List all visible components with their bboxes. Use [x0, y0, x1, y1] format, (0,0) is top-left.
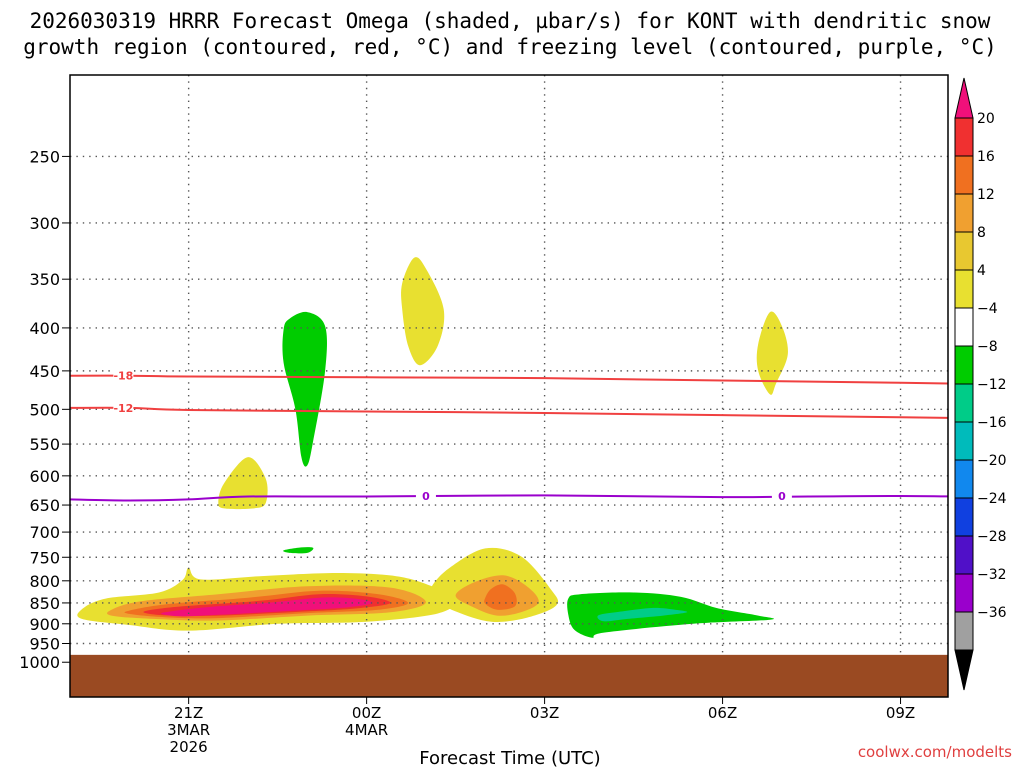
- x-tick-label: 06Z: [708, 704, 737, 722]
- omega-green-small: [283, 547, 314, 554]
- colorbar-label: −16: [977, 415, 1007, 431]
- colorbar-label: 20: [977, 111, 995, 127]
- credit-link[interactable]: coolwx.com/modelts: [858, 743, 1012, 761]
- chart-title-line1: 2026030319 HRRR Forecast Omega (shaded, …: [30, 9, 991, 33]
- grid-lines: [70, 75, 948, 655]
- omega-teal-lower: [597, 607, 688, 622]
- y-tick-label: 250: [29, 147, 60, 166]
- x-tick-label: 21Z: [174, 704, 203, 722]
- colorbar-label: −32: [977, 567, 1007, 583]
- y-tick-label: 350: [29, 270, 60, 289]
- colorbar-swatch: [954, 345, 974, 385]
- omega-yellow-upper-left: [218, 457, 268, 510]
- colorbar-swatch: [954, 193, 974, 233]
- contour-lines: -18 -12 0 0: [70, 369, 948, 503]
- y-tick-label: 450: [29, 362, 60, 381]
- y-tick-label: 500: [29, 400, 60, 419]
- omega-yellow-upper-mid: [401, 257, 445, 366]
- dgz-minus18-label-bg: [113, 369, 134, 382]
- colorbar-label: −12: [977, 377, 1007, 393]
- colorbar: 20 16 12 8 4 −4 −8 −12 −16 −20 −24 −28 −32 −36: [954, 77, 1007, 691]
- omega-green-lower: [567, 592, 775, 638]
- colorbar-bottom-arrow: [954, 649, 974, 691]
- colorbar-swatch: [954, 231, 974, 271]
- omega-darkorange-mid: [484, 584, 517, 610]
- chart-title-line2: growth region (contoured, red, °C) and f…: [23, 35, 997, 59]
- omega-shading: [77, 257, 788, 638]
- dgz-minus12-label-bg: [113, 401, 134, 414]
- y-tick-label: 700: [29, 523, 60, 542]
- y-tick-label: 300: [29, 214, 60, 233]
- y-tick-label: 750: [29, 548, 60, 567]
- colorbar-swatch: [954, 573, 974, 613]
- freezing-level-0-line: [70, 494, 948, 502]
- colorbar-swatch: [954, 611, 974, 651]
- y-axis-ticks: 250 300 350 400 450 500 550 600 650 700 750 800 850 9…: [19, 147, 70, 672]
- plot-frame: [69, 74, 949, 698]
- colorbar-swatch: [954, 459, 974, 499]
- colorbar-label: 12: [977, 187, 995, 203]
- colorbar-label: −24: [977, 491, 1007, 507]
- omega-green-column: [282, 311, 327, 467]
- colorbar-swatch: [954, 155, 974, 195]
- colorbar-swatch: [954, 535, 974, 575]
- x-tick-label: 03Z: [530, 704, 559, 722]
- freezing-level-0-label: 0: [778, 490, 786, 503]
- y-tick-label: 850: [29, 594, 60, 613]
- x-tick-label: 09Z: [886, 704, 915, 722]
- y-tick-label: 600: [29, 467, 60, 486]
- colorbar-label: −4: [977, 301, 998, 317]
- y-tick-label: 650: [29, 496, 60, 515]
- colorbar-label: 16: [977, 149, 995, 165]
- colorbar-label: −36: [977, 605, 1007, 621]
- colorbar-label: 8: [977, 225, 986, 241]
- colorbar-swatch: [954, 269, 974, 309]
- colorbar-swatch: [954, 421, 974, 461]
- colorbar-top-arrow: [954, 77, 974, 119]
- omega-magenta-main: [161, 597, 373, 617]
- y-tick-label: 550: [29, 435, 60, 454]
- colorbar-swatch: [954, 383, 974, 423]
- dgz-minus18-label: -18: [113, 370, 133, 383]
- ground-layer: [70, 654, 948, 697]
- x-tick-sublabel: 2026: [170, 738, 208, 756]
- freezing-level-0-label-bg: [415, 490, 436, 503]
- colorbar-label: −20: [977, 453, 1007, 469]
- y-tick-label: 950: [29, 635, 60, 654]
- freezing-level-0-label: 0: [422, 490, 430, 503]
- y-tick-label: 900: [29, 615, 60, 634]
- x-tick-sublabel: 3MAR: [167, 721, 210, 739]
- freezing-level-0-label-bg: [771, 490, 792, 503]
- colorbar-label: −8: [977, 339, 998, 355]
- omega-yellow-upper-right: [756, 311, 788, 395]
- colorbar-label: −28: [977, 529, 1007, 545]
- dgz-minus12-line: [70, 406, 948, 419]
- dgz-minus18-line: [70, 374, 948, 385]
- y-tick-label: 800: [29, 572, 60, 591]
- colorbar-swatch: [954, 497, 974, 537]
- ground-surface: [70, 654, 948, 697]
- dgz-minus12-label: -12: [113, 402, 133, 415]
- x-axis-label: Forecast Time (UTC): [419, 748, 600, 768]
- colorbar-swatch: [954, 117, 974, 157]
- colorbar-label: 4: [977, 263, 986, 279]
- colorbar-swatch: [954, 307, 974, 347]
- y-tick-label: 400: [29, 319, 60, 338]
- x-tick-label: 00Z: [352, 704, 381, 722]
- y-tick-label: 1000: [19, 653, 60, 672]
- x-tick-sublabel: 4MAR: [345, 721, 388, 739]
